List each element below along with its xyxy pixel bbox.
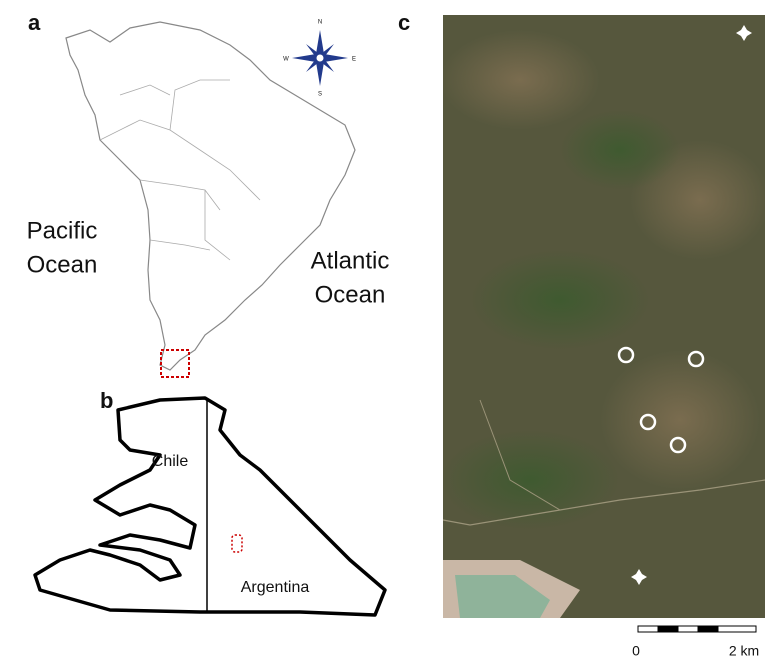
satellite-image xyxy=(440,15,770,618)
compass-e: E xyxy=(352,57,356,63)
panel-label: c xyxy=(398,10,410,35)
scale-bar xyxy=(638,626,756,632)
scale-label: 0 xyxy=(632,643,640,659)
figure: a N E S W Pacific Ocean Atlantic Ocean b… xyxy=(0,0,773,662)
panel-label: b xyxy=(100,388,113,413)
compass-s: S xyxy=(318,92,322,98)
continent-outline xyxy=(66,22,355,370)
compass xyxy=(292,30,348,86)
country-label: Chile xyxy=(152,453,189,470)
compass-n: N xyxy=(318,20,322,26)
ocean-label: Ocean xyxy=(315,281,386,308)
ocean-label: Pacific xyxy=(27,217,98,244)
scale-label: 2 km xyxy=(729,643,759,659)
panel-label: a xyxy=(28,10,41,35)
compass-w: W xyxy=(283,57,289,63)
island-outline xyxy=(35,398,385,615)
ocean-label: Ocean xyxy=(27,251,98,278)
country-label: Argentina xyxy=(241,579,310,596)
ocean-label: Atlantic xyxy=(311,247,390,274)
